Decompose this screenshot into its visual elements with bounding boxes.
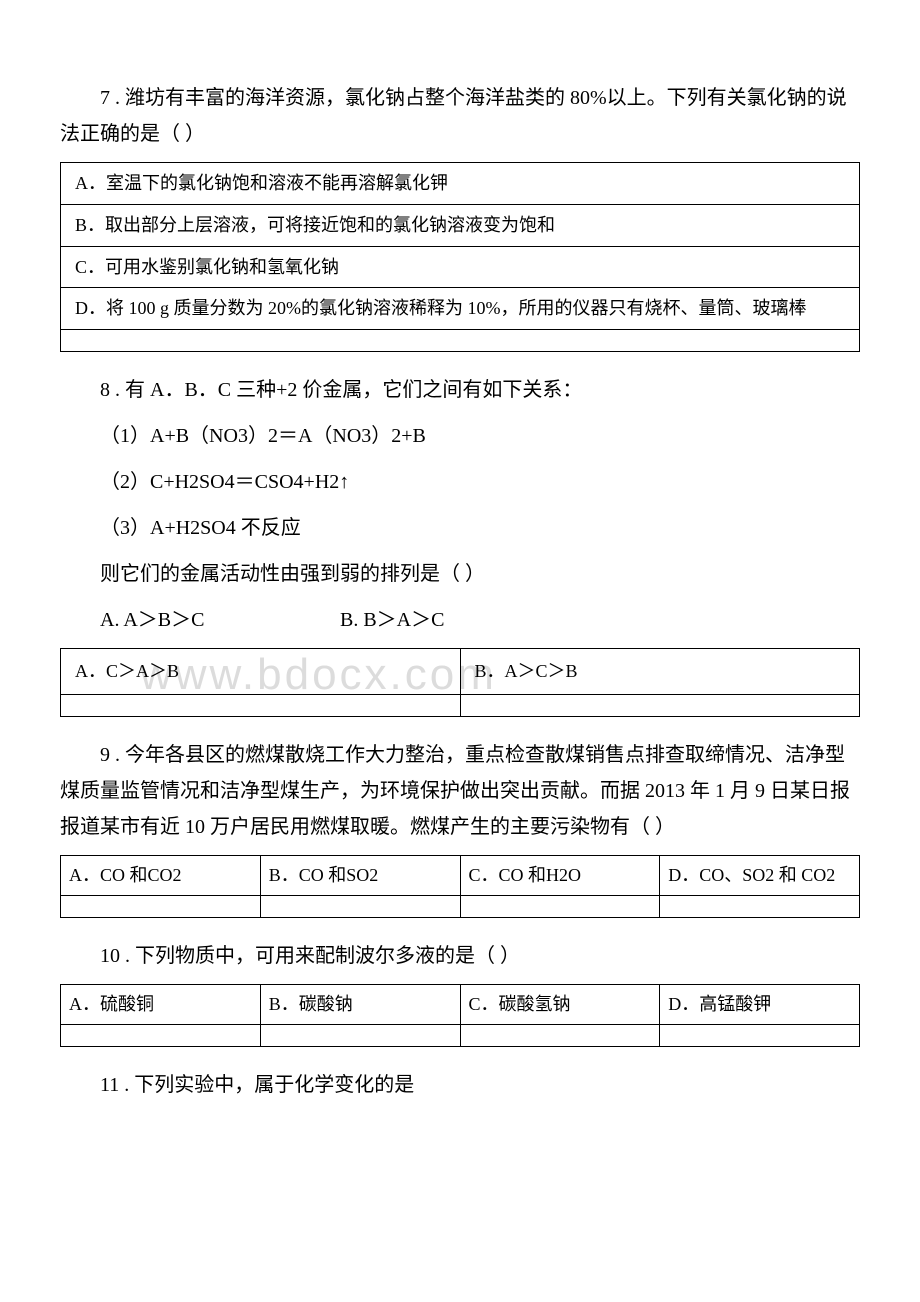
q8-table-b: B．A＞C＞B bbox=[460, 649, 860, 694]
q10-empty-3 bbox=[460, 1024, 660, 1046]
q9-empty-2 bbox=[260, 895, 460, 917]
q8-table-a: A．C＞A＞B bbox=[61, 649, 461, 694]
q8-empty-1 bbox=[61, 694, 461, 716]
q10-opt-d: D．高锰酸钾 bbox=[660, 984, 860, 1024]
q8-inline-b: B. B＞A＞C bbox=[340, 602, 444, 638]
q9-options: A．CO 和CO2 B．CO 和SO2 C．CO 和H2O D．CO、SO2 和… bbox=[60, 855, 860, 918]
q8-table-options: A．C＞A＞B B．A＞C＞B bbox=[60, 648, 860, 716]
q8-inline-options: A. A＞B＞C B. B＞A＞C bbox=[60, 602, 860, 638]
q8-line3: （3）A+H2SO4 不反应 bbox=[60, 510, 860, 546]
question-7: 7 . 潍坊有丰富的海洋资源，氯化钠占整个海洋盐类的 80%以上。下列有关氯化钠… bbox=[60, 80, 860, 352]
q10-text: 10 . 下列物质中，可用来配制波尔多液的是（ ） bbox=[60, 938, 860, 974]
q8-text: 8 . 有 A．B．C 三种+2 价金属，它们之间有如下关系： bbox=[60, 372, 860, 408]
q10-opt-a: A．硫酸铜 bbox=[61, 984, 261, 1024]
question-8: 8 . 有 A．B．C 三种+2 价金属，它们之间有如下关系： （1）A+B（N… bbox=[60, 372, 860, 716]
q9-empty-1 bbox=[61, 895, 261, 917]
q10-options: A．硫酸铜 B．碳酸钠 C．碳酸氢钠 D．高锰酸钾 bbox=[60, 984, 860, 1047]
question-10: 10 . 下列物质中，可用来配制波尔多液的是（ ） A．硫酸铜 B．碳酸钠 C．… bbox=[60, 938, 860, 1047]
q8-empty-2 bbox=[460, 694, 860, 716]
q11-text: 11 . 下列实验中，属于化学变化的是 bbox=[60, 1067, 860, 1103]
q9-empty-4 bbox=[660, 895, 860, 917]
q10-empty-1 bbox=[61, 1024, 261, 1046]
question-9: 9 . 今年各县区的燃煤散烧工作大力整治，重点检查散煤销售点排查取缔情况、洁净型… bbox=[60, 737, 860, 918]
q9-empty-3 bbox=[460, 895, 660, 917]
q7-text: 7 . 潍坊有丰富的海洋资源，氯化钠占整个海洋盐类的 80%以上。下列有关氯化钠… bbox=[60, 80, 860, 152]
page-content: 7 . 潍坊有丰富的海洋资源，氯化钠占整个海洋盐类的 80%以上。下列有关氯化钠… bbox=[60, 80, 860, 1103]
q9-opt-d: D．CO、SO2 和 CO2 bbox=[660, 855, 860, 895]
q9-opt-b: B．CO 和SO2 bbox=[260, 855, 460, 895]
q9-opt-c: C．CO 和H2O bbox=[460, 855, 660, 895]
q8-line1: （1）A+B（NO3）2＝A（NO3）2+B bbox=[60, 418, 860, 454]
q9-text: 9 . 今年各县区的燃煤散烧工作大力整治，重点检查散煤销售点排查取缔情况、洁净型… bbox=[60, 737, 860, 845]
q7-empty bbox=[61, 330, 860, 352]
q7-opt-d: D．将 100 g 质量分数为 20%的氯化钠溶液稀释为 10%，所用的仪器只有… bbox=[61, 288, 860, 330]
q8-inline-a: A. A＞B＞C bbox=[100, 602, 340, 638]
q7-opt-c: C．可用水鉴别氯化钠和氢氧化钠 bbox=[61, 246, 860, 288]
q10-empty-4 bbox=[660, 1024, 860, 1046]
q8-line4: 则它们的金属活动性由强到弱的排列是（ ） bbox=[60, 556, 860, 592]
question-11: 11 . 下列实验中，属于化学变化的是 bbox=[60, 1067, 860, 1103]
q10-empty-2 bbox=[260, 1024, 460, 1046]
q8-line2: （2）C+H2SO4＝CSO4+H2↑ bbox=[60, 464, 860, 500]
q10-opt-b: B．碳酸钠 bbox=[260, 984, 460, 1024]
q7-opt-b: B．取出部分上层溶液，可将接近饱和的氯化钠溶液变为饱和 bbox=[61, 204, 860, 246]
q9-opt-a: A．CO 和CO2 bbox=[61, 855, 261, 895]
q7-options: A．室温下的氯化钠饱和溶液不能再溶解氯化钾 B．取出部分上层溶液，可将接近饱和的… bbox=[60, 162, 860, 352]
q7-opt-a: A．室温下的氯化钠饱和溶液不能再溶解氯化钾 bbox=[61, 163, 860, 205]
q10-opt-c: C．碳酸氢钠 bbox=[460, 984, 660, 1024]
